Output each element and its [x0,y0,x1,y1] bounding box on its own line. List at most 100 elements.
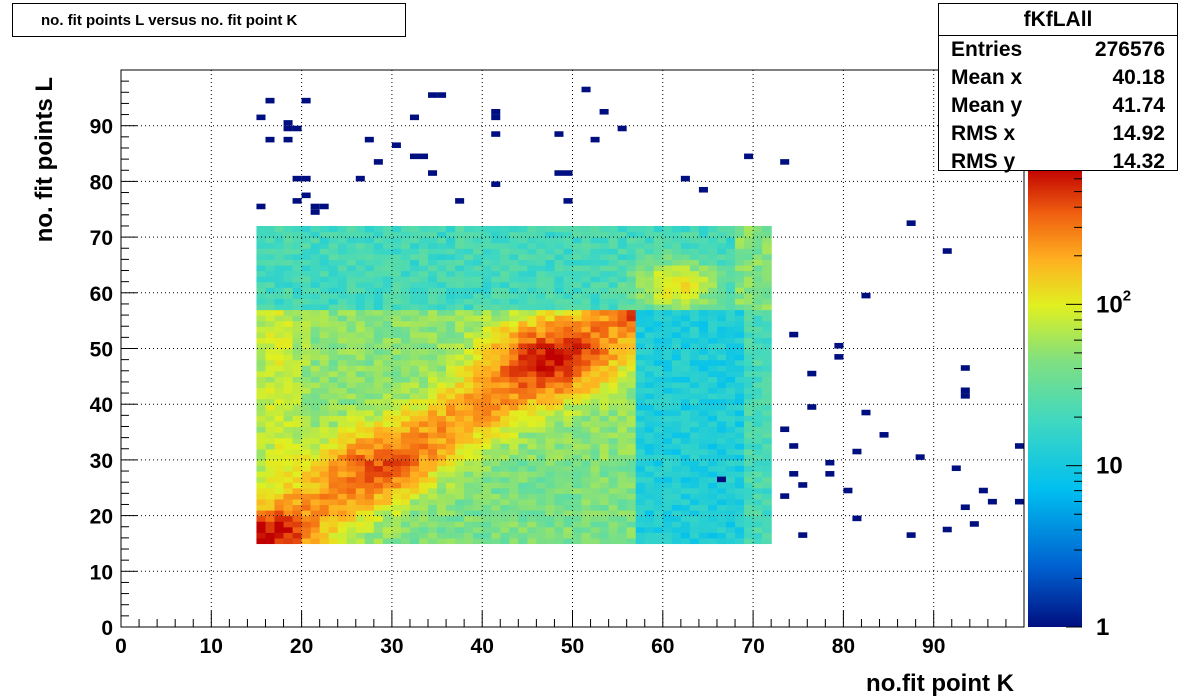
heatmap-cell [753,443,763,450]
heatmap-cell [572,376,583,383]
heatmap-cell [274,448,285,455]
heatmap-cell [744,515,754,522]
heatmap-cell [726,471,736,478]
heatmap-cell [301,348,312,355]
heatmap-cell [716,253,727,260]
heatmap-cell [382,487,393,494]
heatmap-cell [491,365,501,372]
heatmap-cell [382,415,393,422]
heatmap-cell [689,276,700,283]
heatmap-cell [382,532,393,539]
heatmap-cell [455,359,465,366]
heatmap-cell [518,398,528,405]
heatmap-cell [689,487,700,494]
heatmap-cell [301,248,312,255]
heatmap-cell [446,287,456,294]
heatmap-cell [355,415,366,422]
heatmap-cell [753,537,763,545]
heatmap-cell [473,259,483,266]
heatmap-cell [536,381,547,389]
heatmap-cell [437,248,447,255]
heatmap-cell [689,443,700,450]
heatmap-cell [753,225,763,233]
heatmap-cell [346,510,357,517]
heatmap-cell [382,359,393,366]
heatmap-cell [671,303,682,311]
heatmap-cell [509,482,519,489]
heatmap-cell [482,476,492,483]
heatmap-cell [527,248,537,255]
heatmap-cell [662,471,673,478]
heatmap-cell [500,454,510,461]
heatmap-cell [635,270,646,277]
heatmap-cell [346,437,357,444]
heatmap-cell [319,482,330,489]
heatmap-cell [635,264,646,272]
heatmap-cell [590,493,601,500]
heatmap-cell [599,326,610,333]
heatmap-cell [653,231,664,238]
heatmap-cell [635,387,646,394]
heatmap-cell [391,504,402,511]
heatmap-cell [473,459,483,467]
heatmap-cell [536,454,547,461]
heatmap-cell [563,264,574,272]
heatmap-cell [265,354,276,361]
heatmap-cell [680,476,691,483]
isolated-point [256,203,266,210]
heatmap-cell [707,298,718,305]
heatmap-cell [726,381,736,389]
heatmap-cell [382,270,393,277]
heatmap-cell [491,376,501,383]
heatmap-cell [644,471,655,478]
heatmap-cell [373,454,384,461]
isolated-point [780,493,790,499]
heatmap-cell [527,510,537,517]
heatmap-cell [653,482,664,489]
heatmap-cell [545,432,556,439]
heatmap-cell [437,387,447,394]
isolated-point [852,515,862,522]
heatmap-cell [653,409,664,416]
heatmap-cell [662,482,673,489]
heatmap-cell [662,504,673,511]
heatmap-cell [409,387,420,394]
heatmap-cell [418,398,429,405]
heatmap-cell [328,225,339,233]
heatmap-cell [455,426,465,433]
heatmap-cell [418,225,429,233]
heatmap-cell [283,515,294,522]
heatmap-cell [762,259,772,266]
heatmap-cell [762,510,772,517]
heatmap-cell [680,303,691,311]
heatmap-cell [527,281,537,288]
heatmap-cell [554,309,565,316]
heatmap-cell [364,482,375,489]
heatmap-cell [310,320,321,327]
heatmap-cell [437,398,447,405]
heatmap-cell [644,337,655,344]
isolated-point [301,192,311,199]
heatmap-cell [527,498,537,506]
heatmap-cell [689,298,700,305]
heatmap-cell [455,331,465,338]
isolated-point [852,448,862,455]
heatmap-cell [328,381,339,389]
heatmap-cell [744,287,754,294]
heatmap-cell [464,387,474,394]
heatmap-cell [464,521,474,528]
heatmap-cell [464,376,474,383]
isolated-point [1014,443,1024,449]
heatmap-cell [536,326,547,333]
heatmap-cell [572,437,583,444]
heatmap-cell [689,521,700,528]
heatmap-cell [256,242,267,249]
heatmap-cell [572,281,583,288]
heatmap-cell [455,370,465,377]
heatmap-cell [726,504,736,511]
heatmap-cell [563,354,574,361]
heatmap-cell [437,309,447,316]
heatmap-cell [364,264,375,272]
heatmap-cell [707,487,718,494]
heatmap-cell [491,487,501,494]
